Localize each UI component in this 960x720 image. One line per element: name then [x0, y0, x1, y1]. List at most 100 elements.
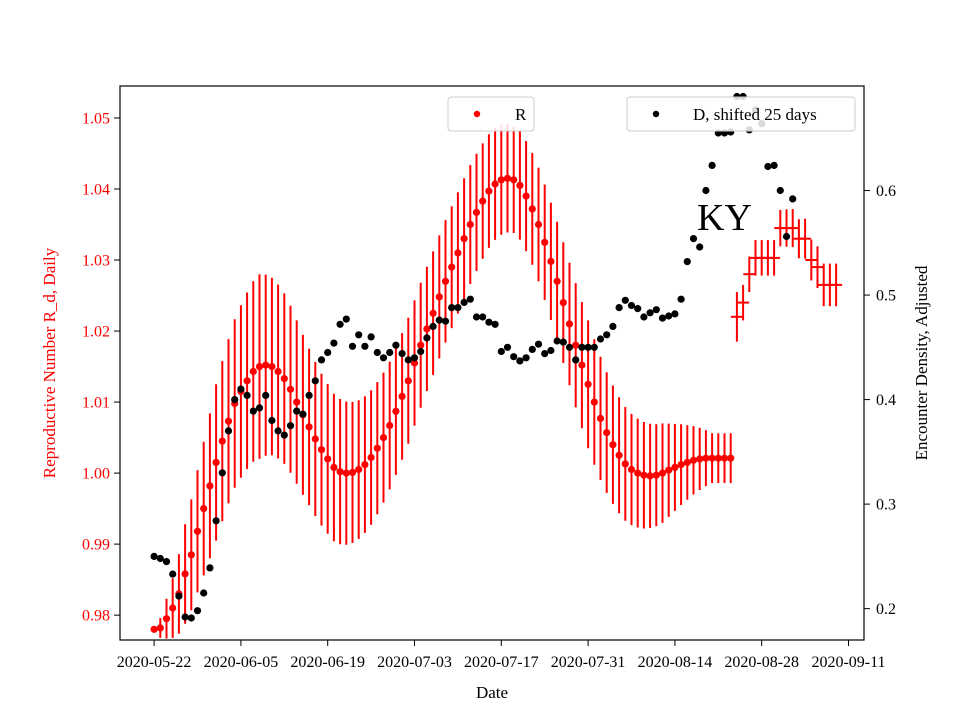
- d-point: [559, 338, 567, 346]
- d-point: [485, 318, 493, 326]
- chart-annotation: KY: [697, 197, 752, 239]
- x-tick-label: 2020-08-28: [724, 654, 799, 671]
- y-right-tick-label: 0.6: [876, 183, 896, 200]
- r-point: [516, 181, 524, 189]
- d-point: [658, 314, 667, 322]
- d-point: [348, 342, 357, 350]
- r-point: [634, 469, 642, 477]
- r-point: [640, 471, 648, 479]
- r-point: [609, 441, 617, 449]
- r-point: [243, 377, 251, 385]
- r-point: [212, 458, 220, 466]
- r-point: [336, 468, 344, 476]
- x-tick-label: 2020-06-19: [290, 654, 365, 671]
- r-point: [553, 277, 561, 285]
- legend-d: D, shifted 25 days: [626, 96, 856, 132]
- d-point: [689, 235, 698, 243]
- r-point: [671, 463, 679, 471]
- r-point: [652, 471, 660, 479]
- d-point: [181, 613, 189, 621]
- d-point: [398, 350, 406, 358]
- d-point: [311, 377, 319, 385]
- r-point: [255, 363, 264, 371]
- d-point: [361, 342, 369, 350]
- d-point: [324, 348, 332, 357]
- r-point: [342, 469, 350, 477]
- r-point: [466, 220, 474, 229]
- r-point: [720, 454, 729, 462]
- r-point: [497, 176, 505, 184]
- d-point: [640, 313, 648, 321]
- r-point: [696, 455, 704, 463]
- r-point: [677, 461, 685, 469]
- d-point: [708, 161, 716, 169]
- r-point: [324, 455, 332, 463]
- d-point: [367, 333, 375, 341]
- d-point: [150, 552, 158, 561]
- r-point: [218, 437, 226, 445]
- r-point: [348, 468, 357, 476]
- d-point: [609, 322, 617, 330]
- d-point: [249, 407, 257, 415]
- r-point: [708, 454, 716, 462]
- d-point: [584, 343, 592, 351]
- r-point: [435, 293, 443, 301]
- d-point: [627, 301, 636, 310]
- r-point: [485, 187, 493, 195]
- d-point: [522, 354, 530, 362]
- d-point: [243, 391, 251, 399]
- d-point: [162, 558, 171, 566]
- r-point: [510, 176, 518, 184]
- r-point: [479, 197, 487, 205]
- r-point: [541, 238, 549, 246]
- d-point: [454, 304, 462, 312]
- r-point: [603, 429, 611, 437]
- r-point: [311, 435, 319, 443]
- d-point: [379, 354, 388, 362]
- d-point: [603, 331, 611, 339]
- r-point: [200, 505, 208, 513]
- r-point: [547, 257, 555, 265]
- d-point: [187, 614, 195, 622]
- y-axis-left-label: Reproductive Number R_d, Daily: [40, 247, 59, 478]
- d-point: [572, 356, 580, 364]
- r-point: [417, 341, 425, 349]
- d-point: [317, 356, 326, 364]
- y-right-tick-label: 0.2: [876, 601, 896, 618]
- d-point: [479, 313, 487, 321]
- r-point: [665, 466, 673, 474]
- y-right-tick-label: 0.4: [876, 392, 896, 409]
- d-point: [553, 337, 561, 345]
- r-point: [590, 398, 598, 406]
- d-point: [634, 305, 642, 313]
- y-axis-right-label: Encounter Density, Adjusted: [912, 265, 931, 460]
- r-point: [317, 446, 326, 454]
- r-point: [702, 454, 710, 462]
- d-point: [268, 416, 276, 425]
- y-left-tick-label: 1.03: [82, 253, 110, 270]
- r-point: [410, 359, 419, 367]
- r-point: [386, 421, 394, 430]
- x-tick-label: 2020-07-17: [464, 654, 539, 671]
- d-point: [528, 345, 536, 353]
- r-point: [559, 299, 567, 307]
- r-point: [615, 451, 623, 459]
- d-point: [336, 320, 344, 328]
- r-point: [454, 249, 462, 257]
- r-point: [584, 380, 592, 388]
- x-tick-label: 2020-09-11: [811, 654, 885, 671]
- y-left-tick-label: 1.05: [82, 110, 110, 127]
- d-point: [503, 343, 512, 351]
- d-point: [770, 161, 778, 169]
- r-point: [460, 235, 468, 243]
- y-left-tick-label: 1.02: [82, 324, 110, 341]
- d-point: [590, 343, 598, 351]
- r-point: [373, 444, 381, 452]
- d-point: [200, 589, 208, 597]
- d-point: [417, 347, 425, 356]
- d-point: [441, 317, 450, 325]
- r-point: [491, 180, 499, 188]
- r-point: [714, 454, 722, 462]
- legend-d-marker: [652, 110, 660, 118]
